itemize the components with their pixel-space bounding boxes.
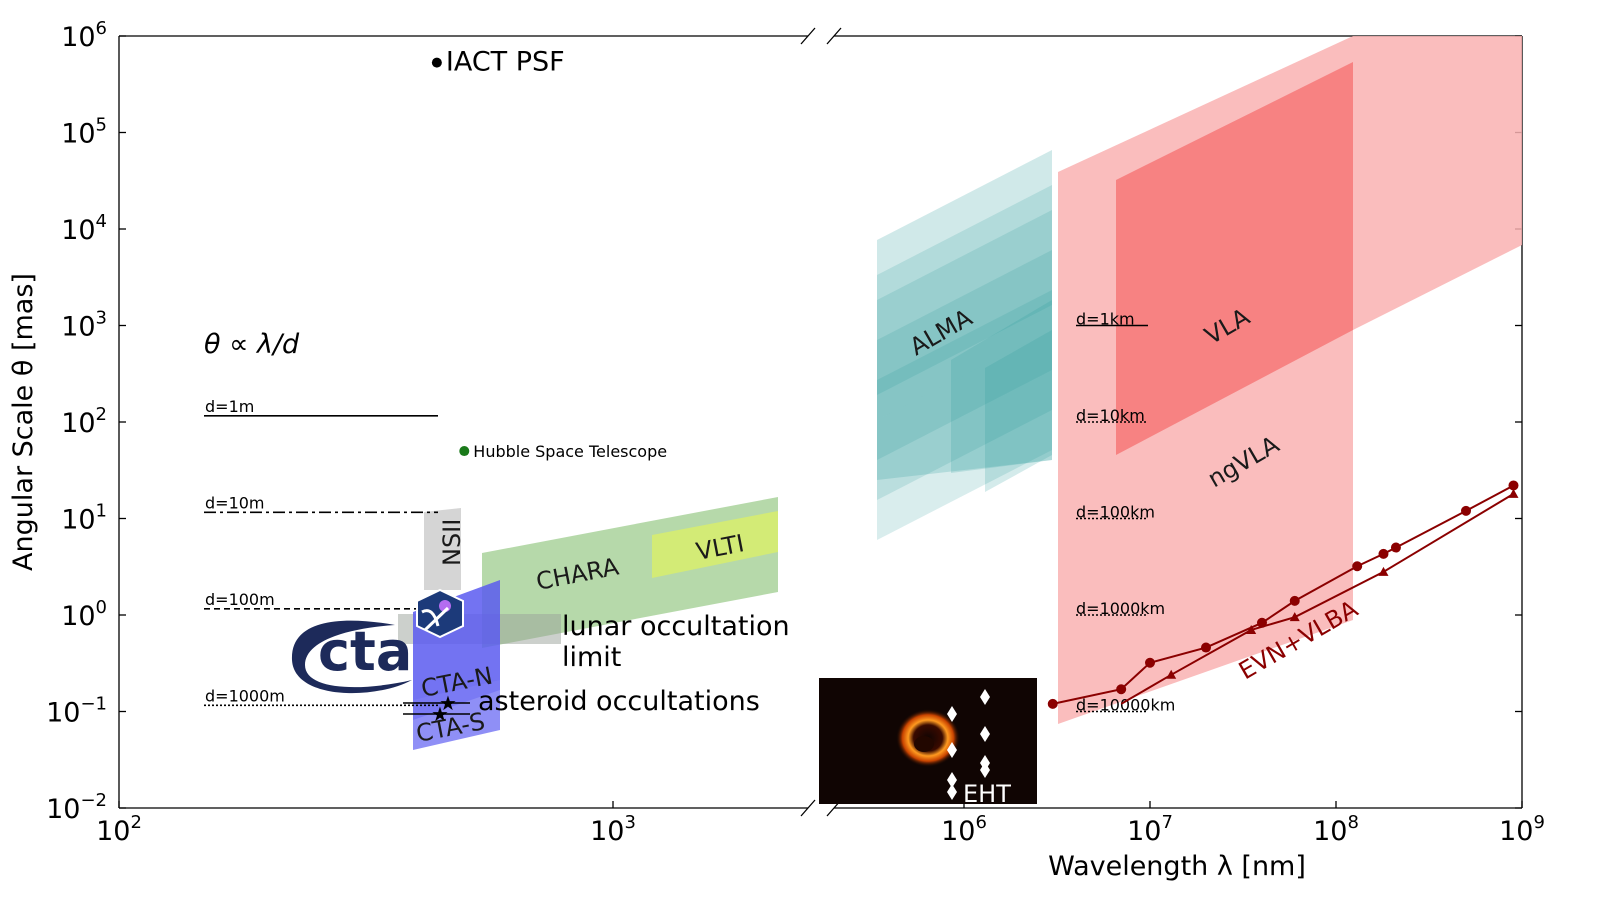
x-tick-label: 107	[1127, 812, 1173, 847]
eht-diamond-point	[980, 762, 990, 778]
cta-logo: cta	[291, 620, 412, 694]
evn-circle-point	[1200, 642, 1211, 653]
evn-circle-point	[1378, 548, 1389, 559]
region-alma-band	[877, 250, 1052, 460]
regions-layer	[398, 36, 1522, 750]
baseline-label: d=100m	[205, 590, 275, 609]
region-alma-band	[877, 185, 1052, 395]
formula-label: θ ∝ λ/d	[204, 329, 300, 360]
x-tick-label: 106	[941, 812, 987, 847]
eht-diamond-point	[947, 784, 957, 800]
lunar-label-line1: lunar occultation	[562, 611, 790, 642]
region-nsii	[424, 508, 461, 590]
baseline-label: d=1m	[205, 397, 254, 416]
evn-triangle-line	[1120, 493, 1515, 705]
region-label-nsii: NSII	[438, 519, 466, 566]
x-tick-label: 109	[1499, 812, 1545, 847]
eht-diamond-point	[947, 706, 957, 722]
eht-markers	[947, 689, 990, 800]
y-tick-label: 101	[61, 501, 107, 536]
eht-diamond-point	[947, 772, 957, 788]
y-tick-label: 104	[61, 211, 107, 246]
y-tick-label: 106	[61, 18, 107, 53]
x-axis-label: Wavelength λ [nm]	[1048, 851, 1306, 882]
evn-circle-point	[1508, 480, 1519, 491]
y-tick-label: 103	[61, 308, 107, 343]
region-alma-band	[877, 290, 1052, 500]
evn-triangle-point	[1166, 669, 1177, 679]
evn-circle-point	[1145, 657, 1155, 668]
region-alma-band	[877, 330, 1052, 540]
evn-triangle-point	[1289, 612, 1300, 622]
region-alma-band	[877, 210, 1052, 420]
evn-triangle-point	[1508, 488, 1519, 498]
region-ngvla	[1353, 36, 1522, 330]
x-tick-label: 102	[96, 812, 142, 847]
lunar-label-line2: limit	[562, 642, 621, 673]
iact-psf-label: IACT PSF	[446, 47, 565, 78]
baselines-right: d=1km d=10km d=100km d=1000km d=10000km	[1076, 310, 1175, 715]
y-tick-label: 10−2	[46, 790, 107, 825]
y-tick-label: 100	[61, 597, 107, 632]
evn-circle-point	[1116, 684, 1127, 695]
baseline-label: d=1000km	[1076, 599, 1165, 618]
baseline-label: d=10m	[205, 493, 265, 512]
y-tick-label: 105	[61, 115, 107, 150]
eht-label: EHT	[963, 780, 1011, 808]
region-alma-band	[877, 150, 1052, 480]
evn-vlba-series	[1047, 480, 1519, 709]
evn-triangle-point	[1378, 566, 1389, 576]
nsii-logo-icon	[416, 588, 464, 639]
region-vla	[1116, 62, 1353, 455]
region-alma-band	[951, 300, 1052, 473]
x-tick-label: 108	[1313, 812, 1359, 847]
evn-circle-point	[1390, 542, 1401, 553]
eht-diamond-point	[947, 742, 957, 758]
hubble-label: Hubble Space Telescope	[473, 442, 667, 461]
baseline-label: d=1km	[1076, 310, 1135, 329]
x-tick-label: 103	[590, 812, 636, 847]
baseline-label: d=100km	[1076, 503, 1155, 522]
evn-circle-point	[1461, 505, 1472, 516]
cta-logo-text: cta	[318, 620, 412, 683]
asteroid-star-icon: ★	[439, 691, 457, 715]
y-tick-label: 10−1	[46, 694, 107, 729]
baselines-left: d=1m d=10m d=100m d=1000m	[204, 397, 438, 707]
eht-diamond-point	[980, 689, 990, 705]
baseline-label: d=1000m	[205, 686, 285, 705]
y-tick-label: 102	[61, 404, 107, 439]
region-vlti	[652, 511, 778, 578]
baseline-label: d=10km	[1076, 406, 1145, 425]
points-layer: IACT PSF Hubble Space Telescope ★★	[403, 47, 667, 726]
evn-triangle-point	[1246, 624, 1257, 634]
eht-diamond-point	[980, 726, 990, 742]
hubble-point	[459, 446, 470, 457]
eht-inset: EHT	[819, 678, 1037, 808]
asteroid-star-icon: ★	[431, 702, 449, 726]
baseline-label: d=10000km	[1076, 696, 1175, 715]
evn-circle-point	[1047, 698, 1058, 709]
asteroid-label: asteroid occultations	[478, 686, 760, 717]
evn-circle-point	[1352, 561, 1363, 572]
evn-circle-point	[1289, 595, 1300, 606]
iact-psf-point	[431, 57, 442, 68]
region-alma-band	[985, 330, 1052, 492]
y-axis-label: Angular Scale θ [mas]	[8, 273, 39, 571]
region-cta-s	[413, 680, 500, 750]
labels-layer: θ ∝ λ/d NSII CHARA VLTI CTA-N CTA-S ALMA…	[8, 273, 1363, 882]
